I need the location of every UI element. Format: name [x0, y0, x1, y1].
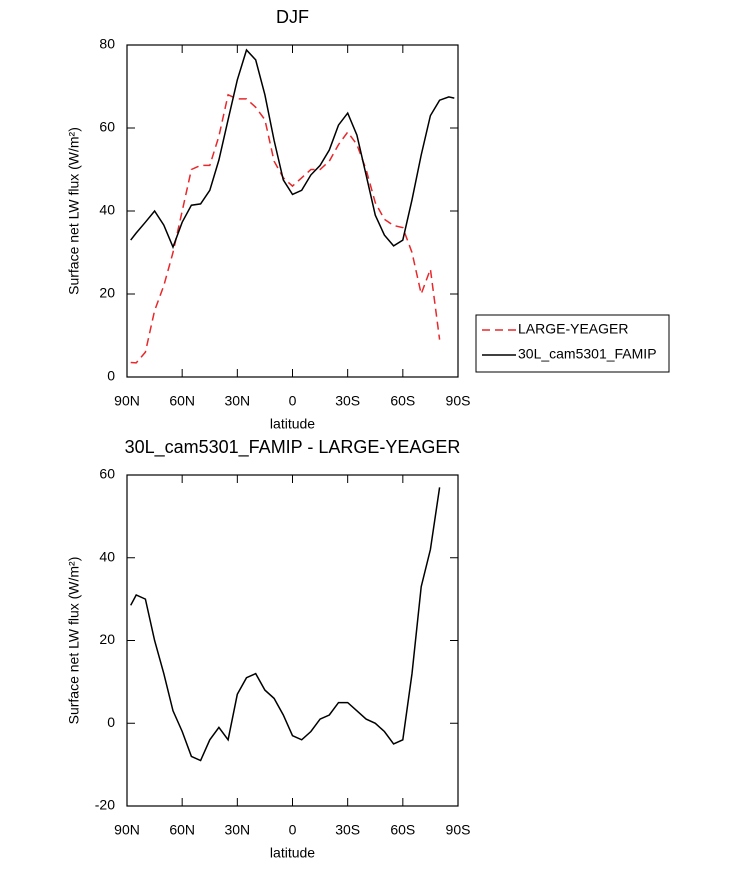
x-axis-label: latitude — [270, 845, 315, 861]
y-tick-label: 40 — [99, 202, 115, 218]
x-tick-label: 60N — [169, 393, 195, 409]
y-tick-label: 60 — [99, 119, 115, 135]
x-tick-label: 30S — [335, 822, 360, 838]
y-axis-label: Surface net LW flux (W/m²) — [66, 557, 82, 725]
data-line — [130, 93, 441, 364]
x-tick-label: 90N — [114, 393, 140, 409]
y-tick-label: 40 — [99, 548, 115, 564]
plot-frame — [126, 44, 459, 378]
y-axis-label: Surface net LW flux (W/m²) — [66, 127, 82, 295]
x-tick-label: 30N — [224, 393, 250, 409]
x-tick-label: 90S — [446, 822, 471, 838]
y-tick-label: -20 — [95, 797, 115, 813]
x-tick-label: 90N — [114, 822, 140, 838]
legend-label: LARGE-YEAGER — [518, 321, 628, 337]
y-tick-label: 20 — [99, 631, 115, 647]
data-line — [130, 487, 441, 762]
chart-title: DJF — [276, 7, 309, 27]
legend-label: 30L_cam5301_FAMIP — [518, 346, 657, 362]
chart-title: 30L_cam5301_FAMIP - LARGE-YEAGER — [125, 437, 461, 458]
y-tick-label: 60 — [99, 466, 115, 482]
y-tick-label: 20 — [99, 285, 115, 301]
x-tick-label: 90S — [446, 393, 471, 409]
x-tick-label: 0 — [289, 393, 297, 409]
x-tick-label: 30S — [335, 393, 360, 409]
x-tick-label: 0 — [289, 822, 297, 838]
x-tick-label: 60N — [169, 822, 195, 838]
legend-box — [475, 314, 670, 373]
y-tick-label: 0 — [107, 714, 115, 730]
y-tick-label: 0 — [107, 368, 115, 384]
data-line — [130, 48, 455, 250]
x-axis-label: latitude — [270, 416, 315, 432]
x-tick-label: 60S — [390, 822, 415, 838]
x-tick-label: 30N — [224, 822, 250, 838]
plot-frame — [126, 474, 459, 807]
x-tick-label: 60S — [390, 393, 415, 409]
y-tick-label: 80 — [99, 36, 115, 52]
